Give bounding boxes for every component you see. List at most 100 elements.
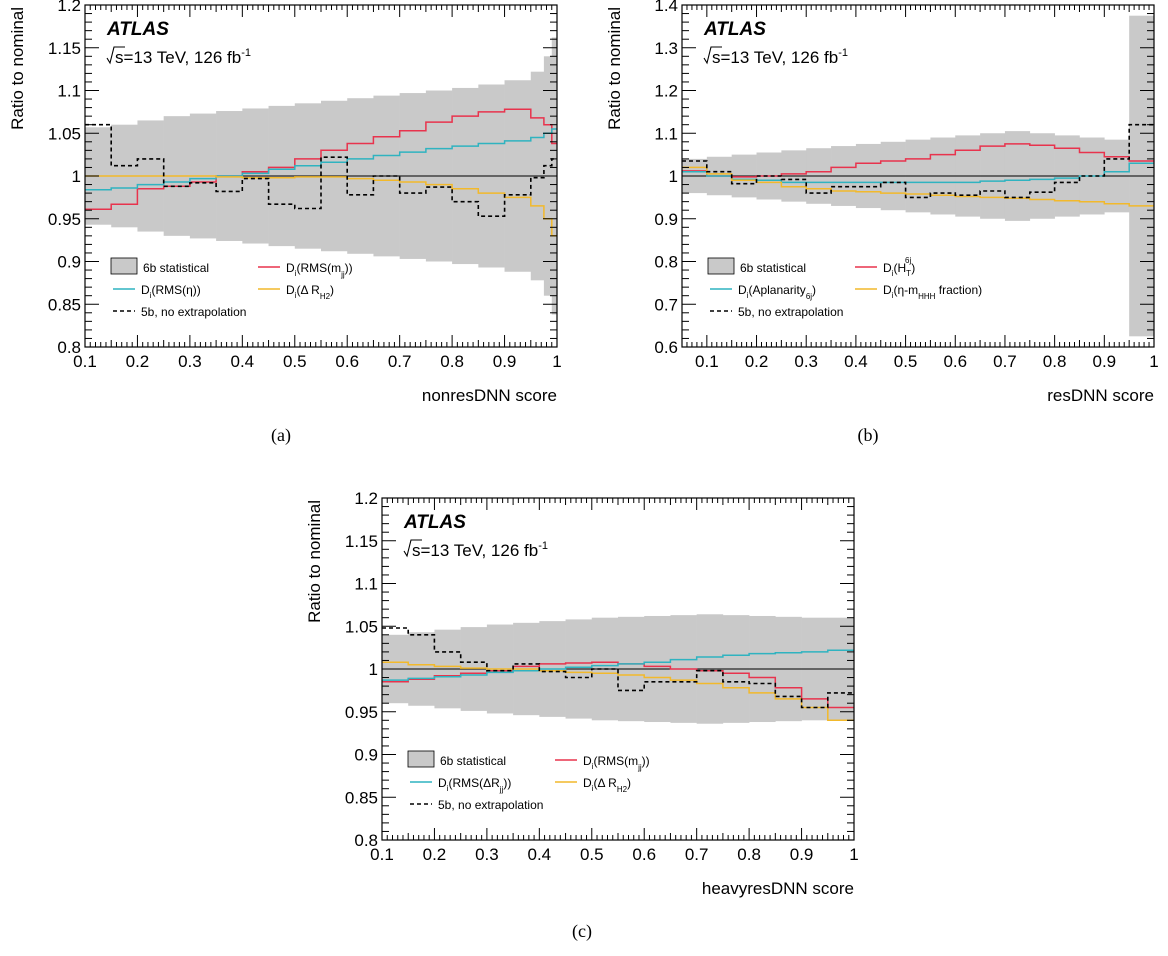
x-tick-label: 0.7 — [685, 845, 709, 864]
x-tick-label: 0.9 — [493, 352, 517, 371]
energy-lumi-text: =13 TeV, 126 fb — [721, 48, 839, 67]
series-2-line — [382, 661, 854, 722]
y-tick-label: 1 — [369, 660, 378, 679]
series-0-line — [682, 143, 1154, 178]
x-tick-label: 0.1 — [695, 352, 719, 371]
series-0-line — [85, 108, 557, 211]
energy-sqrt-arg: s — [412, 541, 421, 560]
sqrt-sign — [703, 46, 722, 65]
x-tick-label: 1 — [849, 845, 858, 864]
panel-caption: (c) — [572, 921, 592, 942]
x-tick-label: 0.8 — [1043, 352, 1067, 371]
energy-sqrt-arg: s — [712, 48, 721, 67]
y-tick-label: 0.85 — [345, 788, 378, 807]
x-tick-label: 0.5 — [894, 352, 918, 371]
y-tick-label: 0.8 — [57, 338, 81, 357]
x-tick-label: 0.4 — [844, 352, 868, 371]
y-tick-label: 1.1 — [354, 575, 378, 594]
y-tick-label: 0.9 — [57, 253, 81, 272]
series-2-line — [682, 166, 1154, 207]
x-tick-label: 0.2 — [126, 352, 150, 371]
y-tick-label: 1.4 — [654, 0, 678, 15]
x-axis-label: nonresDNN score — [422, 386, 557, 405]
lumi-exponent: -1 — [838, 47, 848, 59]
x-axis-label: resDNN score — [1047, 386, 1154, 405]
x-tick-label: 0.3 — [178, 352, 202, 371]
y-tick-label: 0.8 — [354, 831, 378, 850]
legend-series-3-label: 5b, no extrapolation — [438, 798, 543, 812]
plot-area — [85, 37, 557, 315]
y-tick-label: 1.2 — [57, 0, 81, 15]
y-axis-label: Ratio to nominal — [605, 7, 624, 130]
legend-series-0-label: Di(RMS(mjj)) — [286, 261, 353, 279]
legend-series-1-label: Di(RMS(ΔRjj)) — [438, 776, 511, 794]
legend-series-1-label: Di(Aplanarity6j) — [738, 283, 816, 301]
y-tick-label: 1.1 — [57, 82, 81, 101]
y-tick-label: 1.15 — [48, 39, 81, 58]
x-tick-label: 0.1 — [73, 352, 97, 371]
y-tick-label: 0.95 — [345, 703, 378, 722]
y-axis-label: Ratio to nominal — [8, 7, 27, 130]
y-tick-label: 0.95 — [48, 210, 81, 229]
x-tick-label: 0.4 — [231, 352, 255, 371]
y-tick-label: 1.2 — [354, 489, 378, 508]
x-tick-label: 0.6 — [943, 352, 967, 371]
energy-lumi-label: s=13 TeV, 126 fb-1 — [412, 540, 548, 560]
y-tick-label: 0.85 — [48, 295, 81, 314]
energy-lumi-label: s=13 TeV, 126 fb-1 — [115, 47, 251, 67]
legend-series-1-label: Di(RMS(η)) — [141, 283, 201, 300]
legend-series-3-label: 5b, no extrapolation — [141, 305, 246, 319]
experiment-label: ATLAS — [106, 19, 169, 40]
energy-lumi-text: =13 TeV, 126 fb — [421, 541, 539, 560]
y-tick-label: 1.1 — [654, 124, 678, 143]
y-tick-label: 1.05 — [345, 617, 378, 636]
x-tick-label: 1 — [552, 352, 561, 371]
x-tick-label: 0.3 — [475, 845, 499, 864]
y-tick-label: 0.9 — [354, 746, 378, 765]
legend-band-label: 6b statistical — [440, 754, 506, 768]
plot-area — [382, 614, 854, 724]
x-tick-label: 1 — [1149, 352, 1158, 371]
y-tick-label: 1 — [669, 167, 678, 186]
series-1-line — [85, 128, 557, 191]
x-tick-label: 0.6 — [335, 352, 359, 371]
chart-panel-a: 0.1 0.2 0.3 0.4 0.5 0.6 0.7 0.8 0.9 1 0.8 0.85 0.9 0.… — [8, 0, 562, 446]
x-tick-label: 0.8 — [737, 845, 761, 864]
panel-caption: (b) — [858, 425, 879, 446]
panel-caption: (a) — [271, 425, 291, 446]
y-tick-label: 1.15 — [345, 532, 378, 551]
series-1-line — [382, 649, 854, 681]
series-3-line — [85, 123, 557, 217]
x-tick-label: 0.9 — [790, 845, 814, 864]
y-tick-label: 0.9 — [654, 210, 678, 229]
x-tick-label: 0.8 — [440, 352, 464, 371]
legend-band-label: 6b statistical — [143, 261, 209, 275]
energy-sqrt-arg: s — [115, 48, 124, 67]
legend-band-swatch — [707, 257, 735, 275]
series-0-line — [382, 661, 854, 709]
x-tick-label: 0.9 — [1092, 352, 1116, 371]
x-tick-label: 0.3 — [794, 352, 818, 371]
x-tick-label: 0.7 — [993, 352, 1017, 371]
legend-series-3-label: 5b, no extrapolation — [738, 305, 843, 319]
legend-series-0-label: Di(RMS(mjj)) — [583, 754, 650, 772]
series-2-line — [85, 175, 557, 237]
experiment-label: ATLAS — [403, 512, 466, 533]
x-tick-label: 0.6 — [632, 845, 656, 864]
x-axis-label: heavyresDNN score — [702, 879, 854, 898]
x-tick-label: 0.1 — [370, 845, 394, 864]
sqrt-sign — [106, 46, 125, 65]
legend-band-swatch — [110, 257, 138, 275]
legend-series-0-label: Di(HT6j) — [883, 256, 915, 278]
chart-panel-c: 0.1 0.2 0.3 0.4 0.5 0.6 0.7 0.8 0.9 1 0.8 0.85 0.9 0.… — [305, 489, 859, 942]
y-tick-label: 0.7 — [654, 295, 678, 314]
plot-area — [682, 15, 1154, 337]
y-tick-label: 0.8 — [654, 253, 678, 272]
lumi-exponent: -1 — [241, 47, 251, 59]
x-tick-label: 0.5 — [580, 845, 604, 864]
chart-panel-b: 0.1 0.2 0.3 0.4 0.5 0.6 0.7 0.8 0.9 1 0.6 0.7 0.8 0.9… — [605, 0, 1159, 446]
sqrt-sign — [403, 539, 422, 558]
legend-series-2-label: Di(Δ RH2) — [286, 283, 334, 301]
y-tick-label: 1.2 — [654, 82, 678, 101]
